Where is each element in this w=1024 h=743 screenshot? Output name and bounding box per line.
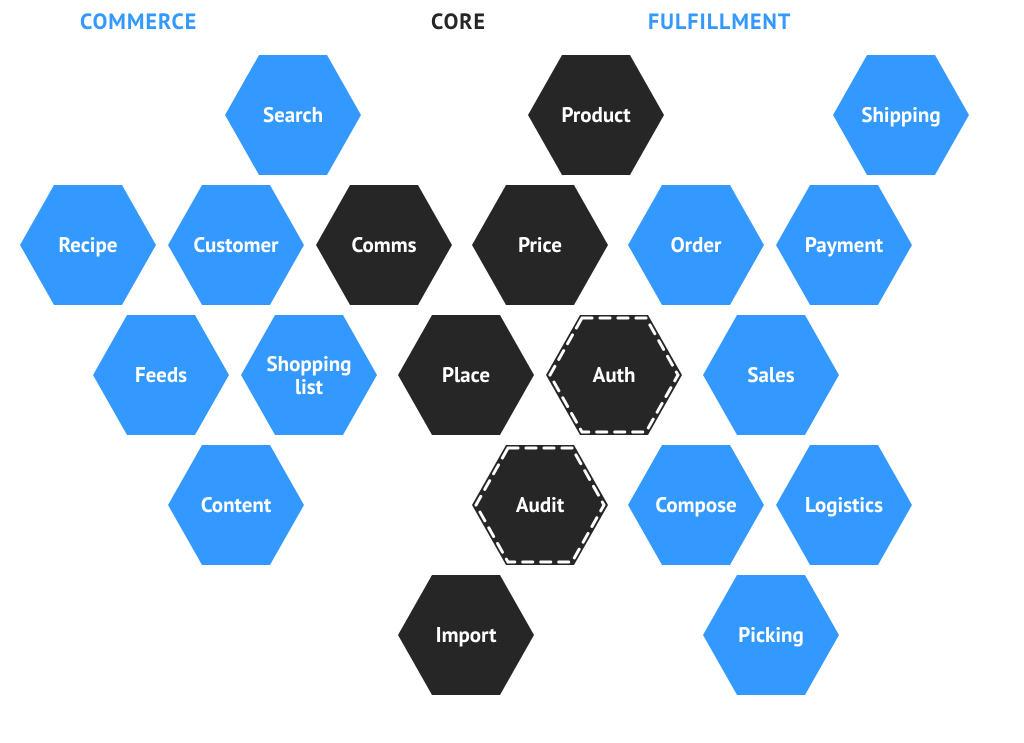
hdg-fulfillment: FULFILLMENT — [648, 8, 791, 36]
hex-sales: Sales — [703, 315, 839, 435]
hex-import: Import — [398, 575, 534, 695]
hex-payment: Payment — [776, 185, 912, 305]
hex-place-label: Place — [398, 315, 534, 435]
hex-price-label: Price — [472, 185, 608, 305]
hex-place: Place — [398, 315, 534, 435]
hex-picking-label: Picking — [703, 575, 839, 695]
hex-shoppinglist: Shopping list — [241, 315, 377, 435]
hex-compose: Compose — [628, 445, 764, 565]
hex-product: Product — [528, 55, 664, 175]
hex-auth: Auth — [546, 315, 682, 435]
hex-audit-label: Audit — [472, 445, 608, 565]
hex-architecture-diagram: COMMERCE CORE FULFILLMENT Search Product Ship… — [0, 0, 1024, 743]
hex-payment-label: Payment — [776, 185, 912, 305]
hex-recipe: Recipe — [20, 185, 156, 305]
hex-shoppinglist-label: Shopping list — [241, 315, 377, 435]
hex-shipping-label: Shipping — [833, 55, 969, 175]
hex-order: Order — [628, 185, 764, 305]
hex-auth-label: Auth — [546, 315, 682, 435]
hex-content-label: Content — [168, 445, 304, 565]
hex-logistics-label: Logistics — [776, 445, 912, 565]
hex-price: Price — [472, 185, 608, 305]
hex-comms-label: Comms — [316, 185, 452, 305]
hex-content: Content — [168, 445, 304, 565]
hex-customer: Customer — [168, 185, 304, 305]
hex-search: Search — [225, 55, 361, 175]
hex-recipe-label: Recipe — [20, 185, 156, 305]
hex-logistics: Logistics — [776, 445, 912, 565]
hex-feeds: Feeds — [93, 315, 229, 435]
hex-order-label: Order — [628, 185, 764, 305]
hex-search-label: Search — [225, 55, 361, 175]
hex-picking: Picking — [703, 575, 839, 695]
hex-shipping: Shipping — [833, 55, 969, 175]
hex-audit: Audit — [472, 445, 608, 565]
hex-feeds-label: Feeds — [93, 315, 229, 435]
hex-product-label: Product — [528, 55, 664, 175]
hex-customer-label: Customer — [168, 185, 304, 305]
hdg-commerce: COMMERCE — [80, 8, 197, 36]
hex-sales-label: Sales — [703, 315, 839, 435]
hex-comms: Comms — [316, 185, 452, 305]
hex-import-label: Import — [398, 575, 534, 695]
hdg-core: CORE — [431, 8, 486, 36]
hex-compose-label: Compose — [628, 445, 764, 565]
